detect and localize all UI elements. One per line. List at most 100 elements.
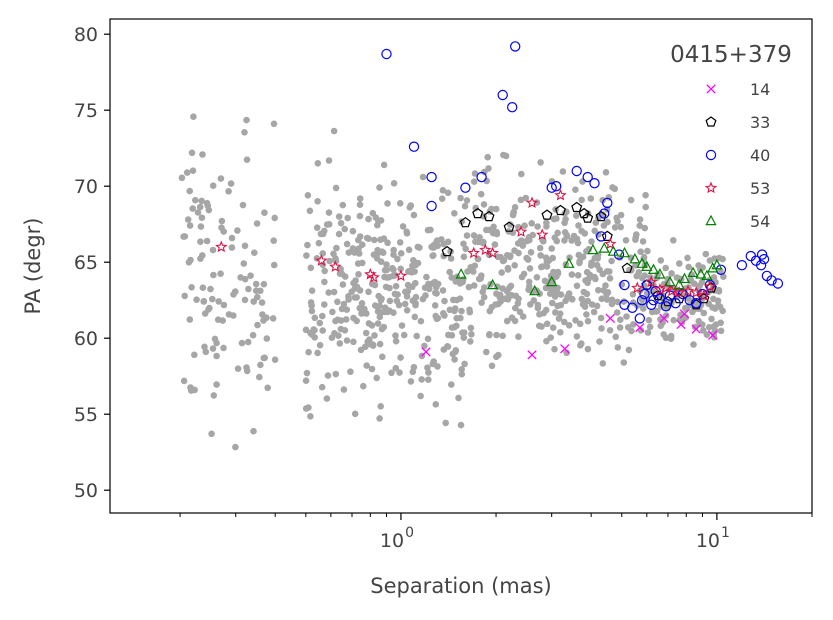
background-point: [590, 308, 598, 316]
background-point: [389, 264, 396, 272]
background-point: [390, 180, 398, 187]
point-series-33: [541, 209, 553, 220]
background-point: [356, 233, 364, 240]
background-point: [397, 265, 405, 273]
background-point: [220, 344, 227, 352]
background-point: [543, 223, 550, 230]
background-point: [330, 127, 338, 135]
background-point: [257, 287, 264, 295]
background-point: [719, 255, 726, 263]
background-point: [565, 322, 573, 329]
background-point: [192, 196, 199, 204]
background-point: [598, 325, 605, 332]
series-54: [455, 242, 723, 296]
background-point: [406, 204, 414, 211]
background-point: [573, 333, 581, 340]
background-point: [419, 173, 427, 181]
point-series-54: [641, 260, 653, 271]
background-point: [581, 230, 589, 237]
background-point: [304, 192, 312, 199]
background-point: [451, 305, 459, 312]
background-point: [444, 189, 452, 197]
point-series-53: [467, 246, 480, 259]
point-series-54: [587, 243, 599, 255]
background-point: [323, 221, 331, 228]
background-point: [559, 168, 567, 175]
background-point: [255, 373, 263, 381]
background-point: [186, 187, 193, 195]
background-point: [380, 161, 388, 169]
y-tick-label: 60: [74, 328, 98, 350]
background-point: [431, 302, 439, 309]
background-point: [340, 386, 348, 393]
background-point: [444, 238, 452, 246]
point-series-33: [571, 201, 583, 213]
background-point: [606, 275, 614, 282]
background-point: [271, 356, 279, 364]
point-series-53: [665, 284, 679, 297]
background-point: [198, 197, 205, 205]
background-point: [472, 204, 480, 212]
background-point: [506, 253, 514, 261]
background-point: [442, 419, 450, 427]
background-point: [209, 345, 217, 352]
background-point: [308, 287, 316, 295]
background-point: [600, 222, 608, 229]
background-point: [254, 321, 261, 329]
background-point: [603, 296, 611, 303]
background-point: [189, 167, 197, 174]
background-point: [206, 304, 213, 312]
background-point: [217, 270, 224, 278]
background-point: [424, 226, 432, 234]
background-point: [682, 305, 690, 313]
background-point: [220, 301, 228, 309]
point-series-40: [627, 302, 638, 313]
background-point: [483, 348, 490, 356]
background-point: [523, 237, 531, 245]
background-point: [371, 281, 379, 289]
point-series-14: [560, 344, 570, 354]
background-point: [460, 334, 468, 342]
background-point: [488, 205, 495, 213]
background-point: [243, 116, 250, 124]
background-point: [423, 273, 430, 281]
background-point: [434, 237, 441, 244]
background-point: [181, 292, 188, 300]
background-point: [458, 307, 465, 315]
background-point: [511, 317, 519, 325]
background-point: [384, 200, 391, 207]
background-point: [409, 283, 416, 291]
background-point: [396, 369, 403, 376]
point-series-40: [670, 298, 681, 309]
background-point: [241, 129, 248, 136]
background-point: [483, 177, 491, 185]
background-point: [330, 288, 338, 296]
background-point: [527, 249, 535, 256]
background-point: [460, 253, 468, 261]
point-series-33: [441, 245, 453, 257]
background-point: [201, 310, 209, 317]
background-point: [197, 223, 205, 230]
background-point: [585, 275, 592, 283]
background-point: [519, 313, 527, 320]
point-series-54: [678, 272, 691, 284]
background-point: [332, 317, 339, 325]
background-point: [371, 332, 378, 339]
background-point: [539, 263, 546, 270]
background-point: [720, 273, 727, 281]
background-point: [519, 242, 527, 249]
background-point: [207, 285, 214, 293]
background-point: [484, 153, 492, 161]
background-point: [548, 245, 555, 252]
background-point: [566, 254, 573, 261]
background-point: [377, 258, 385, 266]
background-point: [345, 296, 352, 303]
background-point: [304, 241, 311, 249]
background-point: [356, 195, 364, 202]
background-point: [232, 443, 239, 451]
background-point: [363, 362, 371, 369]
background-point: [356, 212, 364, 220]
background-point: [425, 369, 432, 376]
background-point: [638, 296, 646, 303]
background-point: [392, 282, 400, 290]
